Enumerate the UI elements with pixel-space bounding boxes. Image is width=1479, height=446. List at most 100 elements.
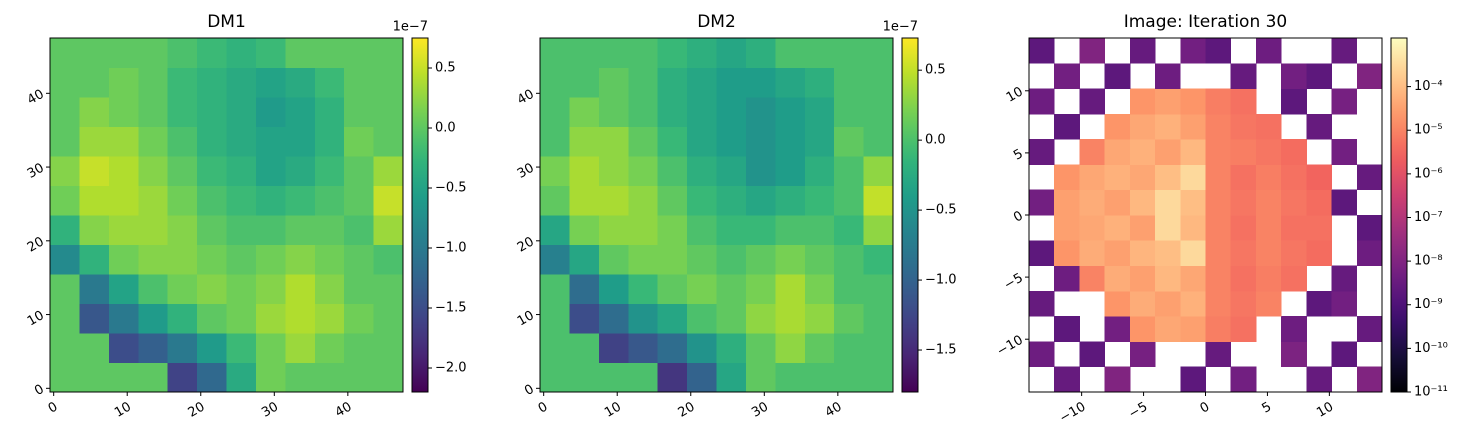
cell [79,97,110,127]
cell [687,97,717,127]
cell [1104,139,1131,165]
cell [775,333,806,363]
cell [745,67,776,98]
colorbar [901,37,919,393]
x-tick-label: −5 [1126,400,1150,423]
cell [540,67,570,98]
cell [197,244,227,275]
cell [598,333,629,363]
cell [1281,189,1307,216]
cell [285,274,316,304]
cell [285,362,316,393]
cell [79,362,110,393]
cell [598,126,629,157]
cell [540,38,570,68]
cell [716,274,747,304]
cell [716,97,747,127]
cell [1306,164,1332,191]
cell [863,38,894,68]
cell [79,126,110,157]
cell [1180,38,1206,64]
cell [1306,240,1332,266]
cell [569,333,600,363]
cell [1180,113,1206,140]
cell [1205,38,1232,64]
cell [569,38,600,68]
y-tick-label: −10 [994,333,1025,360]
cell [804,185,835,216]
cell [657,97,688,127]
x-tick-label: 20 [186,400,208,421]
cell [804,215,835,245]
cell [167,215,198,245]
cell [834,67,864,98]
cell [834,303,864,334]
cell [138,274,169,304]
cell [1180,189,1206,216]
cell [569,274,600,304]
cell [50,274,80,304]
cell [79,67,110,98]
cell [226,333,257,363]
cell [1331,38,1358,64]
cell [1230,88,1257,115]
cell [1230,290,1257,317]
cell [285,67,316,98]
cell [540,333,570,363]
colorbar-tick-label: −1.5 [435,301,467,316]
cell [108,97,139,127]
cell [344,156,374,186]
cell [1255,113,1282,140]
y-tick-label: 0 [1011,209,1026,226]
cell [50,97,80,127]
cell [628,303,659,334]
cell [1029,341,1055,368]
cell [1180,316,1206,342]
cell [863,274,894,304]
colorbar-tick-label: 10⁻¹⁰ [1414,341,1448,356]
cell [285,156,316,186]
cell [1104,290,1131,317]
cell [716,303,747,334]
cell [598,67,629,98]
cell [540,97,570,127]
cell [804,362,835,393]
cell [1255,290,1282,317]
cell [716,126,747,157]
cell [167,67,198,98]
x-tick-label: 5 [1260,400,1275,417]
cell [745,126,776,157]
cell [1155,215,1181,241]
y-tick-label: 40 [25,87,47,108]
x-tick-label: 0 [536,400,551,417]
cell [1054,164,1080,191]
cell [138,156,169,186]
cell [1079,88,1106,115]
cell [255,333,286,363]
cell [1205,164,1232,191]
cell [1255,139,1282,165]
cell [344,333,374,363]
cell [1331,88,1358,115]
cell [716,215,747,245]
cell [1306,215,1332,241]
x-tick-label: 10 [602,400,624,421]
cell [226,97,257,127]
cell [79,38,110,68]
cell [79,274,110,304]
cell [138,97,169,127]
cell [50,126,80,157]
cell [344,185,374,216]
cell [197,97,227,127]
cell [1054,316,1080,342]
cell [108,362,139,393]
cell [108,156,139,186]
cell [834,215,864,245]
cell [1079,164,1106,191]
cell [1230,366,1257,393]
y-tick-label: 20 [515,234,537,255]
cell [1054,215,1080,241]
y-tick-label: −5 [1002,271,1026,294]
cell [197,38,227,68]
cell [1129,164,1156,191]
